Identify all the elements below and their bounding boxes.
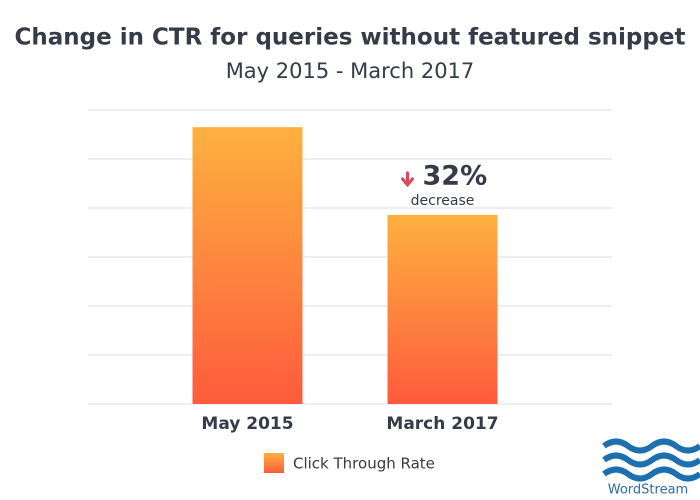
chart-subtitle: May 2015 - March 2017 [226, 59, 475, 83]
logo-text: WordStream [608, 483, 688, 498]
annotation-value: 32% [423, 160, 488, 191]
logo: WordStream [602, 438, 700, 498]
bar [192, 127, 303, 405]
annotation-text: decrease [411, 193, 475, 209]
logo-wave [602, 452, 700, 468]
legend-swatch [264, 453, 284, 473]
x-tick-label: March 2017 [386, 414, 498, 434]
logo-wave [602, 466, 700, 482]
x-tick-label: May 2015 [201, 414, 293, 434]
down-arrow [401, 171, 414, 188]
bar [387, 214, 498, 404]
chart-title: Change in CTR for queries without featur… [15, 25, 686, 51]
legend-label: Click Through Rate [293, 455, 435, 473]
logo-wave [602, 438, 700, 454]
